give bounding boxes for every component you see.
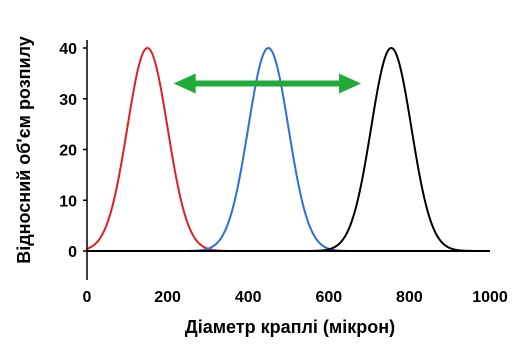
y-tick-label: 0	[68, 244, 77, 261]
y-tick-label: 10	[59, 193, 77, 210]
x-axis-title: Діаметр краплі (мікрон)	[185, 317, 395, 337]
x-tick-label: 400	[235, 289, 262, 306]
y-tick-label: 20	[59, 143, 77, 160]
x-tick-label: 200	[154, 289, 181, 306]
axes	[86, 40, 490, 280]
arrow-head-right	[339, 73, 362, 94]
x-tick-label: 0	[83, 289, 92, 306]
y-tick-label: 40	[59, 41, 77, 58]
series-line-3	[87, 47, 490, 252]
arrow-head-left	[173, 73, 196, 94]
y-axis-title: Відносний об'єм розпилу	[14, 36, 34, 264]
x-tick-label: 1000	[472, 289, 508, 306]
curves	[86, 46, 490, 252]
y-tick-label: 30	[59, 92, 77, 109]
x-tick-label: 600	[315, 289, 342, 306]
x-tick-label: 800	[396, 289, 423, 306]
annotations	[173, 73, 362, 94]
